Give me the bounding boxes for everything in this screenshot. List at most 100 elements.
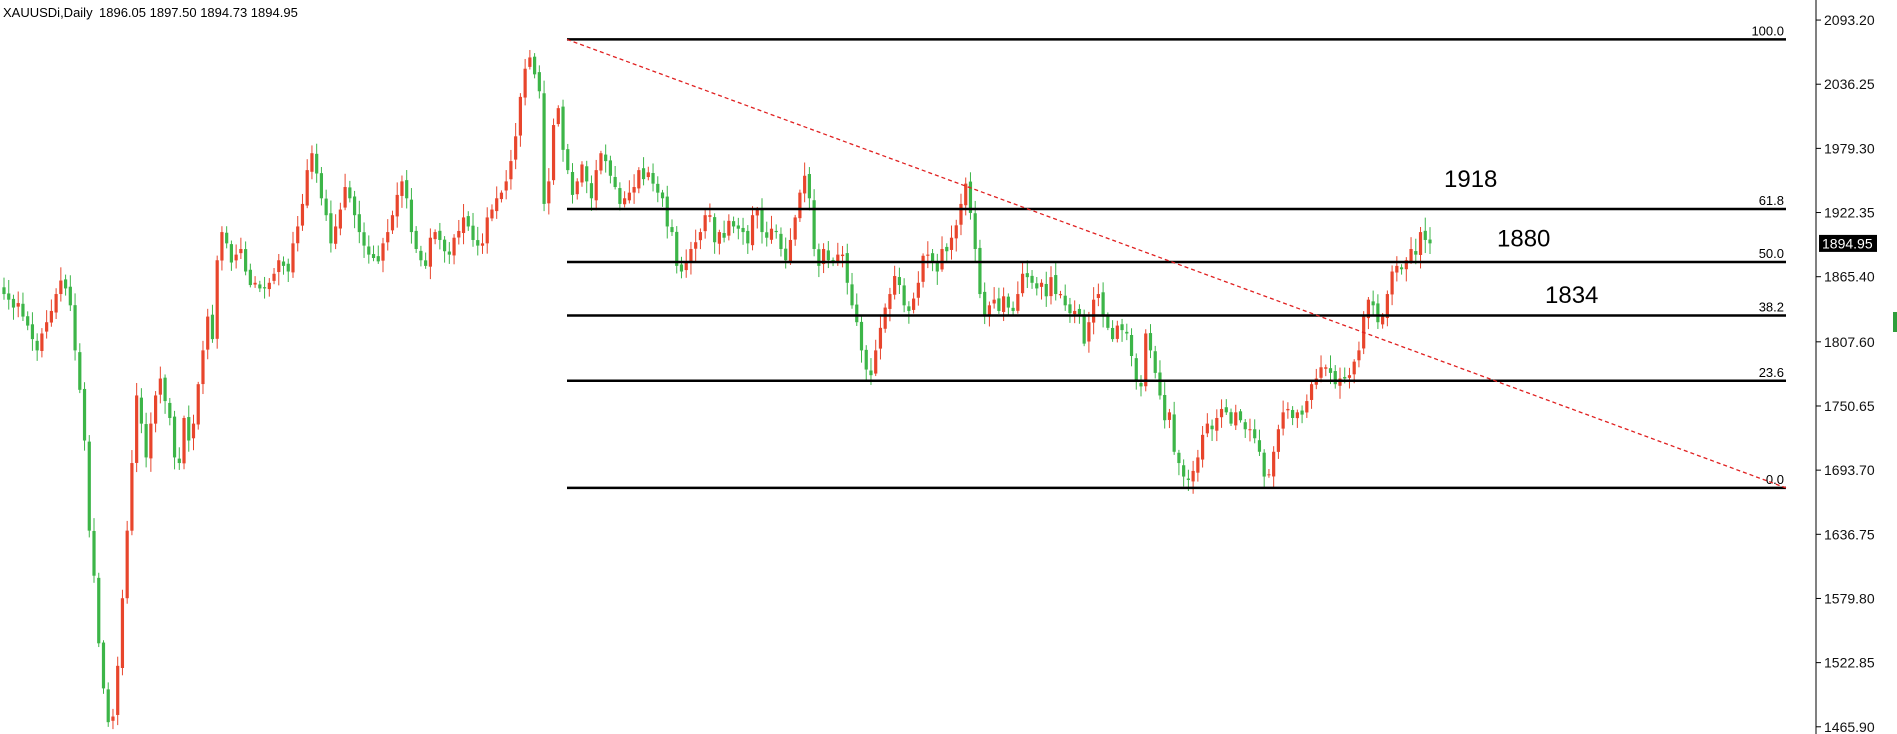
- candle-body: [277, 260, 281, 273]
- candle-body: [296, 226, 300, 244]
- candle: [992, 287, 996, 309]
- candle: [1011, 301, 1015, 316]
- candle: [1139, 375, 1143, 397]
- candle: [239, 237, 243, 260]
- candle-body: [1295, 412, 1299, 419]
- price-axis[interactable]: 2093.20 2036.25 1979.30 1922.35 1865.40 1807.…: [1815, 0, 1877, 734]
- candle: [1163, 382, 1167, 429]
- candle-body: [618, 188, 622, 204]
- candle-body: [698, 232, 703, 241]
- candle-body: [533, 56, 537, 75]
- candle: [589, 175, 594, 211]
- candle-body: [1286, 408, 1290, 411]
- candle-body: [1172, 414, 1176, 452]
- candle: [1153, 345, 1157, 379]
- candle-body: [935, 261, 939, 272]
- candle-body: [1276, 429, 1280, 452]
- candle-body: [1125, 331, 1129, 334]
- candle: [954, 219, 958, 252]
- candle-body: [840, 254, 845, 257]
- scroll-edge-marker[interactable]: [1893, 312, 1897, 332]
- candle-body: [940, 248, 944, 270]
- level-annotation: 1834: [1545, 282, 1598, 309]
- current-price-box: [1819, 234, 1877, 252]
- candle: [509, 149, 513, 190]
- candle: [594, 159, 598, 211]
- candle: [466, 211, 470, 231]
- candle-body: [556, 108, 560, 125]
- candle: [1025, 260, 1029, 289]
- candle: [1248, 418, 1252, 442]
- candle-body: [1006, 296, 1010, 308]
- candle-body: [679, 264, 684, 272]
- price-tick-label: 1922.35: [1824, 205, 1875, 221]
- candle: [651, 163, 655, 192]
- candle-body: [684, 262, 688, 271]
- candle-body: [78, 352, 82, 390]
- candle: [476, 226, 480, 256]
- candle: [1182, 459, 1186, 487]
- fibonacci-retracement[interactable]: 100.0 61.8 50.0 38.2 23.6 0.0: [567, 23, 1786, 490]
- candle: [940, 236, 944, 272]
- candle-body: [1404, 260, 1408, 270]
- candle: [921, 253, 925, 288]
- level-annotation: 1918: [1444, 166, 1497, 193]
- candle: [1414, 238, 1418, 265]
- candle-body: [859, 321, 864, 351]
- candle-body: [1366, 299, 1371, 319]
- candle-body: [537, 72, 541, 92]
- candle-body: [589, 183, 594, 199]
- candle-body: [594, 170, 598, 201]
- candle-body: [239, 248, 243, 254]
- candle: [803, 162, 807, 203]
- price-tick-label: 1465.90: [1824, 719, 1875, 734]
- candle-body: [769, 228, 774, 240]
- candle-body: [92, 531, 96, 576]
- fib-level-label: 61.8: [1759, 193, 1784, 208]
- candle-body: [585, 166, 589, 182]
- candle: [59, 267, 63, 302]
- candle-body: [338, 209, 342, 229]
- candle-body: [755, 209, 759, 216]
- candle-body: [566, 149, 570, 171]
- candle-body: [675, 231, 679, 266]
- price-tick-label: 1522.85: [1824, 655, 1875, 671]
- price-tick-label: 1693.70: [1824, 462, 1875, 478]
- candle: [187, 405, 191, 452]
- candle: [400, 175, 404, 208]
- candle: [1073, 300, 1077, 324]
- candle-body: [1352, 361, 1356, 375]
- price-tick-label: 1750.65: [1824, 398, 1875, 414]
- candle-body: [457, 230, 461, 238]
- candle: [262, 276, 267, 299]
- candle-body: [983, 291, 987, 317]
- candle-body: [1186, 478, 1190, 480]
- candle: [926, 241, 930, 269]
- candle: [845, 243, 849, 295]
- candle: [172, 410, 177, 470]
- candle-body: [11, 298, 16, 308]
- candle-body: [613, 176, 617, 188]
- candle: [855, 293, 859, 326]
- candle-body: [907, 306, 911, 311]
- candle-body: [220, 232, 224, 261]
- candle: [570, 163, 575, 204]
- fib-level-label: 100.0: [1751, 23, 1784, 38]
- candle-body: [168, 402, 172, 418]
- candle: [319, 167, 324, 206]
- candle-body: [68, 286, 72, 306]
- candle-body: [793, 217, 797, 240]
- candle: [442, 236, 447, 263]
- candle-body: [1087, 322, 1091, 342]
- candle: [935, 253, 939, 285]
- candle-body: [1328, 368, 1333, 373]
- candle-body: [149, 423, 153, 459]
- candle-body: [627, 192, 631, 201]
- candle: [769, 215, 774, 244]
- candle: [968, 172, 973, 220]
- candle-body: [1106, 314, 1110, 328]
- candle-body: [371, 254, 376, 258]
- candle-body: [424, 260, 428, 266]
- candle-body: [433, 232, 437, 240]
- candle: [694, 229, 698, 262]
